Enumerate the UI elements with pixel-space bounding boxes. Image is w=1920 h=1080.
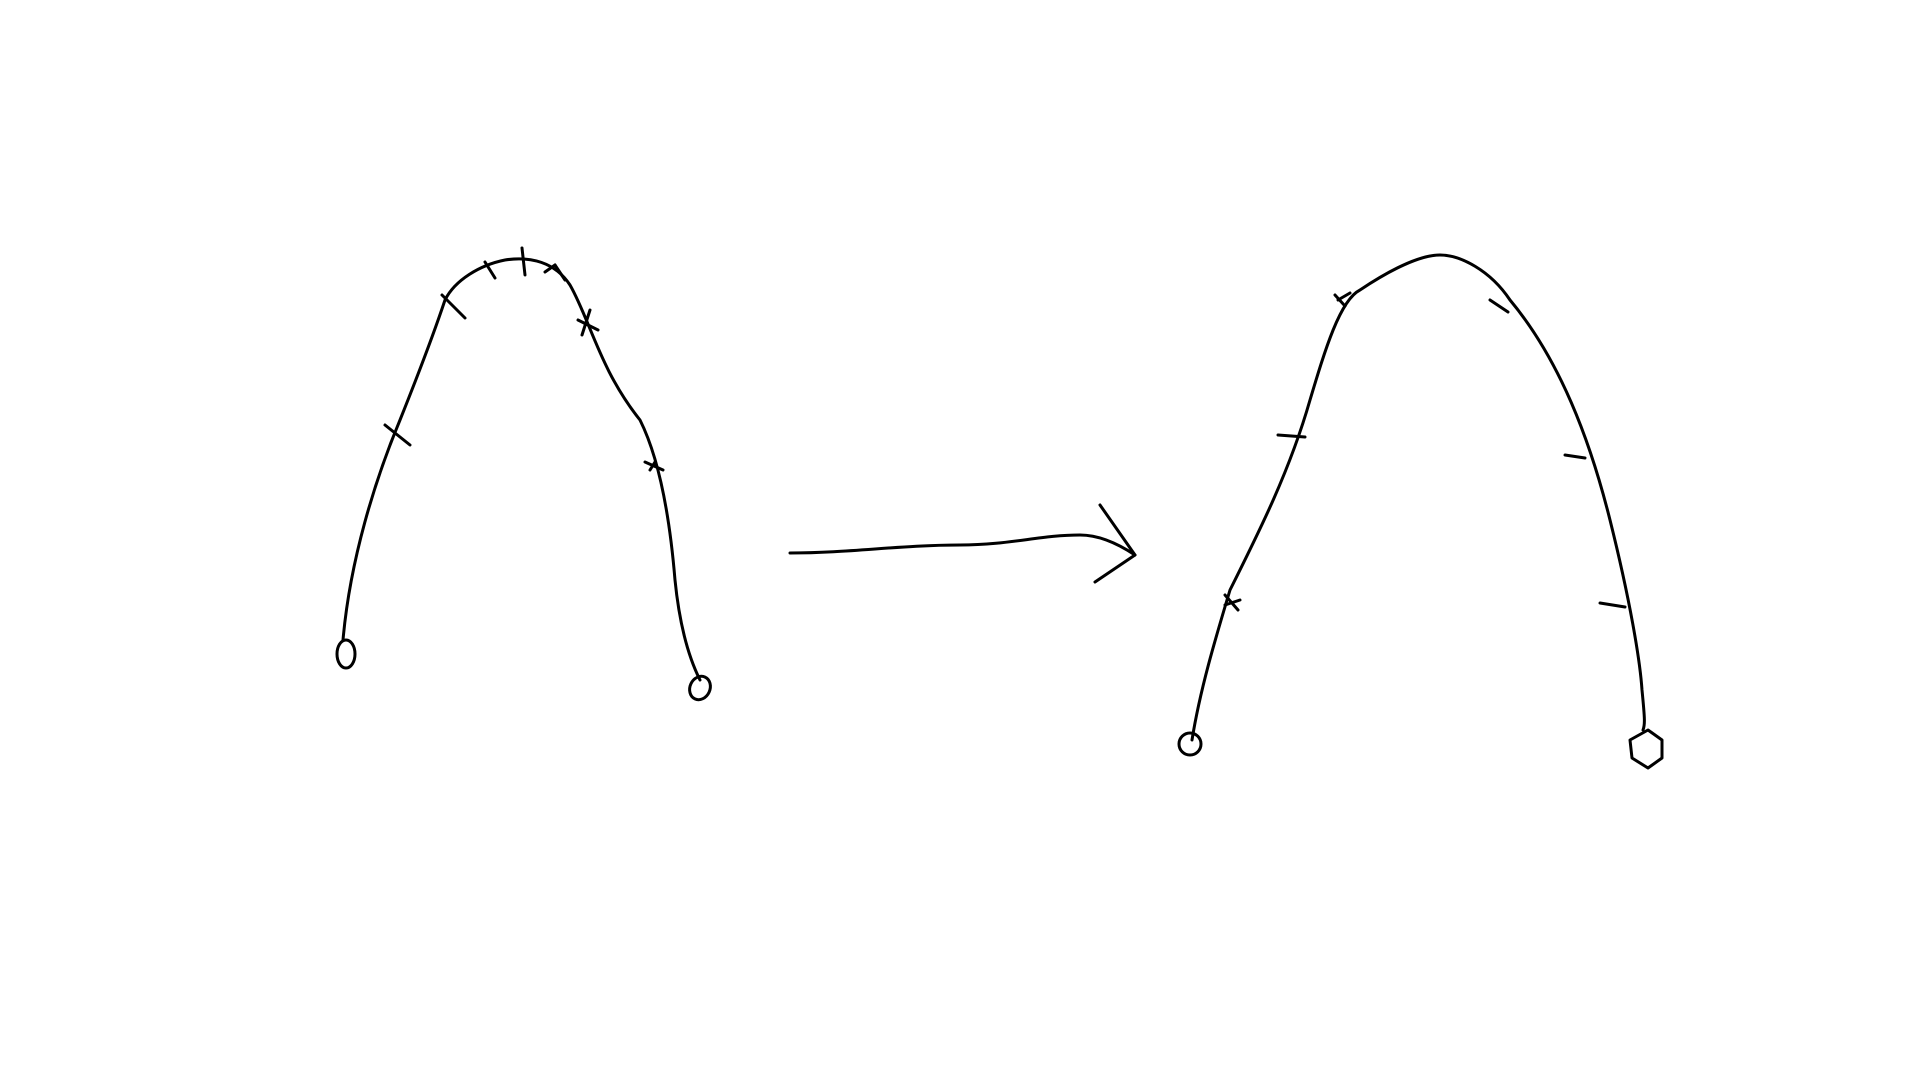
arch-after-tick xyxy=(1223,598,1242,607)
arch-before-tick xyxy=(553,263,567,282)
arch-after xyxy=(1177,253,1664,770)
arch-before-endpoint-right xyxy=(688,674,712,702)
arch-after-curve xyxy=(1190,253,1646,742)
arch-before-tick xyxy=(383,423,412,447)
arch-after-endpoint-left xyxy=(1177,731,1203,757)
arch-before-tick xyxy=(520,246,527,277)
arch-before-tick xyxy=(543,263,557,274)
arch-before-tick xyxy=(483,260,497,280)
arch-before-endpoint-left xyxy=(335,638,357,670)
arch-after-tick xyxy=(1598,601,1627,609)
arch-after-tick xyxy=(1336,291,1352,302)
arch-after-tick xyxy=(1563,453,1587,460)
arch-before-tick xyxy=(648,460,657,472)
arch-before-tick xyxy=(576,318,600,332)
arch-before xyxy=(335,246,712,702)
arrow-shaft xyxy=(788,533,1137,557)
transform-arrow xyxy=(788,503,1137,584)
arch-after-tick xyxy=(1488,298,1510,314)
arrow-head xyxy=(1093,503,1137,584)
arch-before-tick xyxy=(440,293,467,320)
arch-after-endpoint-right xyxy=(1628,728,1664,770)
arch-after-tick xyxy=(1276,433,1307,439)
arch-before-curve xyxy=(341,257,702,682)
